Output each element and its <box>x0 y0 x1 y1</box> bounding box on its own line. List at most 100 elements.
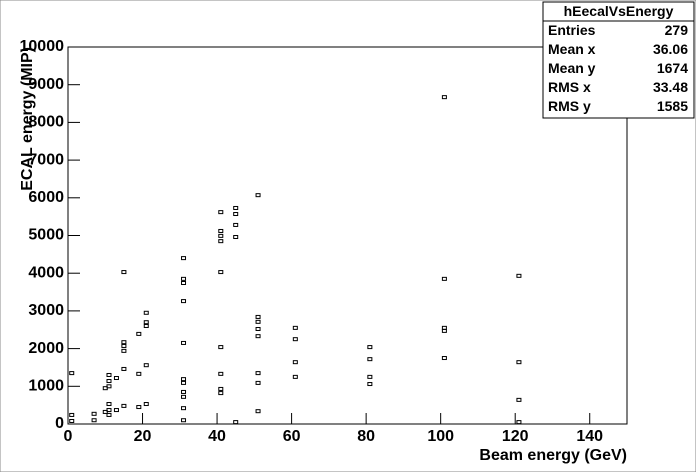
x-axis-title: Beam energy (GeV) <box>479 447 627 464</box>
data-box <box>136 371 142 376</box>
y-tick-label: 10000 <box>20 38 65 55</box>
stats-label: RMS x <box>548 79 591 95</box>
data-box <box>516 420 522 425</box>
data-box <box>233 222 239 227</box>
stats-value: 36.06 <box>653 41 688 57</box>
data-box <box>181 380 187 385</box>
stats-value: 33.48 <box>653 79 688 95</box>
data-box <box>255 409 261 414</box>
data-box <box>181 406 187 411</box>
data-box <box>181 389 187 394</box>
data-box <box>106 384 112 389</box>
data-box <box>181 281 187 286</box>
data-box <box>255 326 261 331</box>
data-box <box>181 394 187 399</box>
data-box <box>255 334 261 339</box>
data-box <box>106 408 112 413</box>
x-tick-label: 40 <box>208 428 226 445</box>
data-box <box>69 418 75 423</box>
x-tick-label: 140 <box>576 428 603 445</box>
data-box <box>218 371 224 376</box>
data-box <box>113 376 119 381</box>
data-box <box>292 325 298 330</box>
y-tick-label: 3000 <box>28 302 64 319</box>
data-box <box>218 233 224 238</box>
y-tick-label: 4000 <box>28 264 64 281</box>
data-box <box>218 345 224 350</box>
data-box <box>106 412 112 417</box>
data-box <box>255 319 261 324</box>
data-box <box>367 382 373 387</box>
data-box <box>218 386 224 391</box>
stats-label: Mean y <box>548 60 596 76</box>
data-box <box>143 402 149 407</box>
data-box <box>233 205 239 210</box>
data-box <box>441 95 447 100</box>
data-box <box>121 403 127 408</box>
data-box <box>367 345 373 350</box>
data-box <box>516 397 522 402</box>
data-box <box>181 299 187 304</box>
data-box <box>218 239 224 244</box>
data-box <box>292 360 298 365</box>
x-tick-label: 20 <box>134 428 152 445</box>
x-tick-label: 0 <box>64 428 73 445</box>
y-tick-label: 2000 <box>28 340 64 357</box>
stats-title: hEecalVsEnergy <box>564 3 674 19</box>
data-box <box>113 408 119 413</box>
data-box <box>218 391 224 396</box>
data-box <box>69 371 75 376</box>
stats-label: RMS y <box>548 98 591 114</box>
data-box <box>367 357 373 362</box>
data-box <box>69 412 75 417</box>
y-tick-label: 0 <box>55 415 64 432</box>
data-box <box>181 276 187 281</box>
data-box <box>121 348 127 353</box>
data-box <box>255 314 261 319</box>
data-box <box>91 418 97 423</box>
data-box <box>255 380 261 385</box>
data-box <box>292 374 298 379</box>
plot-frame <box>67 46 628 425</box>
data-box <box>255 193 261 198</box>
data-box <box>181 340 187 345</box>
data-box <box>367 374 373 379</box>
data-box <box>121 366 127 371</box>
data-box <box>516 360 522 365</box>
data-box <box>106 372 112 377</box>
x-tick-label: 100 <box>427 428 454 445</box>
data-box <box>91 411 97 416</box>
data-box <box>233 420 239 425</box>
data-box <box>136 331 142 336</box>
data-box <box>441 356 447 361</box>
data-box <box>181 256 187 261</box>
stats-label: Entries <box>548 22 596 38</box>
y-tick-label: 9000 <box>28 76 64 93</box>
y-axis-title: ECAL energy (MIP) <box>19 47 36 191</box>
data-box <box>136 405 142 410</box>
stats-value: 1674 <box>657 60 688 76</box>
data-box <box>292 337 298 342</box>
x-tick-label: 60 <box>283 428 301 445</box>
stats-label: Mean x <box>548 41 596 57</box>
y-tick-label: 7000 <box>28 151 64 168</box>
x-tick-label: 80 <box>357 428 375 445</box>
data-box <box>218 210 224 215</box>
data-box <box>121 270 127 275</box>
data-box <box>106 379 112 384</box>
data-box <box>255 371 261 376</box>
y-tick-label: 5000 <box>28 227 64 244</box>
data-box <box>218 270 224 275</box>
data-box <box>143 320 149 325</box>
data-box <box>121 340 127 345</box>
x-tick-label: 120 <box>502 428 529 445</box>
data-box <box>181 418 187 423</box>
y-tick-label: 6000 <box>28 189 64 206</box>
data-box <box>218 228 224 233</box>
data-box <box>121 343 127 348</box>
data-box <box>143 323 149 328</box>
data-box <box>233 212 239 217</box>
data-box <box>441 328 447 333</box>
